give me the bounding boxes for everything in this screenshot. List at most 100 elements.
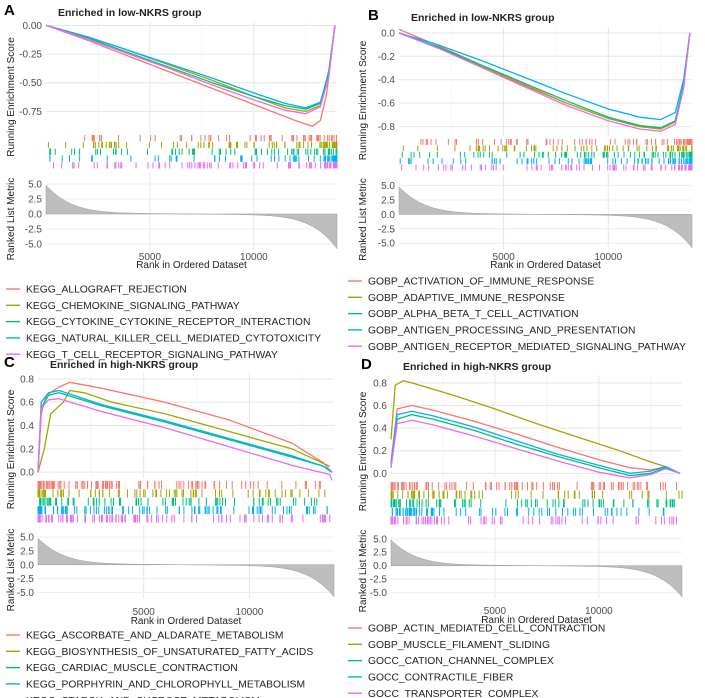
x-tick-label: 10000: [240, 252, 268, 263]
hit-row: [37, 514, 331, 523]
hit-row: [390, 516, 677, 525]
ranked-metric-area: [398, 186, 693, 249]
es-tick-label: 0.8: [20, 374, 34, 385]
panel-letter: D: [361, 356, 372, 373]
ranked-metric-area: [45, 184, 338, 250]
metric-tick-label: 0.0: [381, 210, 395, 221]
legend-label: KEGG_STARCH_AND_SUCROSE_METABOLISM: [26, 696, 260, 698]
metric-axis-title: Ranked List Metric: [358, 530, 369, 613]
es-tick-label: 0.2: [373, 446, 387, 457]
es-series-line: [390, 419, 681, 479]
panel-c: C Enriched in high-NKRS group 0.8 0.6 0.4 0.2…: [4, 354, 335, 698]
metric-tick-label: -5.0: [378, 239, 396, 250]
metric-tick-label: -2.5: [378, 224, 396, 235]
hit-row: [401, 151, 693, 158]
x-axis-title: Rank in Ordered Dataset: [131, 616, 242, 627]
es-series-line: [37, 398, 333, 481]
metric-tick-label: -2.5: [17, 574, 35, 585]
x-tick-label: 5000: [484, 606, 507, 617]
es-tick-label: -0.2: [378, 52, 396, 63]
metric-tick-label: -5.0: [17, 588, 35, 599]
legend-label: KEGG_CHEMOKINE_SIGNALING_PATHWAY: [26, 301, 240, 312]
ranked-metric-area: [37, 537, 335, 598]
metric-tick-label: 0.0: [20, 560, 34, 571]
metric-tick-label: 2.5: [20, 546, 34, 557]
metric-tick-label: 5.0: [28, 180, 42, 191]
legend-label: GOBP_ANTIGEN_PROCESSING_AND_PRESENTATION: [368, 326, 635, 337]
hit-row: [47, 141, 338, 149]
legend-label: KEGG_CYTOKINE_CYTOKINE_RECEPTOR_INTERACT…: [26, 317, 310, 328]
metric-tick-label: 2.5: [28, 195, 42, 206]
es-series-line: [390, 410, 681, 474]
panel-title: Enriched in high-NKRS group: [50, 359, 198, 371]
es-tick-label: 0.2: [20, 444, 34, 455]
es-tick-label: 0.6: [373, 401, 387, 412]
es-series-line: [45, 24, 336, 115]
es-tick-label: 0.4: [20, 421, 34, 432]
hit-row: [391, 507, 665, 516]
hit-row: [401, 164, 693, 171]
x-tick-label: 10000: [236, 607, 264, 618]
es-series-line: [37, 389, 333, 473]
panel-title: Enriched in low-NKRS group: [411, 12, 555, 24]
hit-row: [49, 148, 338, 155]
x-axis-title: Rank in Ordered Dataset: [136, 260, 247, 271]
x-tick-label: 5000: [493, 252, 516, 263]
es-tick-label: -0.8: [378, 122, 396, 133]
metric-tick-label: 5.0: [381, 181, 395, 192]
metric-axis-title: Ranked List Metric: [358, 178, 369, 261]
panel-letter: B: [368, 7, 379, 24]
panel-letter: A: [4, 2, 15, 19]
es-axis-title: Running Enrichment Score: [358, 391, 369, 511]
hit-row: [37, 489, 326, 498]
legend-label: KEGG_NATURAL_KILLER_CELL_MEDIATED_CYTOTO…: [26, 334, 321, 345]
metric-tick-label: 5.0: [20, 533, 34, 544]
x-axis-title: Rank in Ordered Dataset: [490, 260, 601, 271]
metric-tick-label: 2.5: [373, 548, 387, 559]
legend-label: KEGG_BIOSYNTHESIS_OF_UNSATURATED_FATTY_A…: [26, 647, 313, 658]
es-series-line: [45, 24, 336, 109]
es-tick-label: 0.0: [20, 468, 34, 479]
metric-tick-label: -5.0: [25, 240, 43, 251]
es-tick-label: -0.25: [19, 50, 42, 61]
metric-tick-label: 5.0: [373, 534, 387, 545]
metric-tick-label: -2.5: [370, 575, 388, 586]
x-axis-title: Rank in Ordered Dataset: [481, 615, 592, 626]
hit-row: [39, 497, 318, 506]
es-tick-label: -0.75: [19, 107, 42, 118]
metric-tick-label: 0.0: [28, 210, 42, 221]
es-tick-label: -0.50: [19, 78, 42, 89]
x-tick-label: 10000: [594, 252, 622, 263]
legend-label: GOCC_CATION_CHANNEL_COMPLEX: [368, 656, 554, 667]
legend-label: KEGG_T_CELL_RECEPTOR_SIGNALING_PATHWAY: [26, 350, 278, 361]
hit-row: [37, 506, 328, 515]
hit-row: [390, 490, 683, 499]
es-series-line: [45, 24, 336, 127]
es-axis-title: Running Enrichment Score: [6, 389, 17, 509]
x-tick-label: 10000: [585, 606, 613, 617]
hit-row: [390, 499, 675, 508]
legend-label: KEGG_ASCORBATE_AND_ALDARATE_METABOLISM: [26, 631, 284, 642]
panel-d: D Enriched in high-NKRS group 0.8 0.6 0.4 0.2…: [348, 356, 683, 698]
es-tick-label: 0.00: [23, 21, 43, 32]
panel-a: A Enriched in low-NKRS group 0.00 -0.25 -0.5…: [4, 2, 338, 361]
es-series-line: [398, 32, 691, 121]
legend-label: GOBP_ACTIVATION_OF_IMMUNE_RESPONSE: [368, 277, 594, 288]
es-axis-title: Running Enrichment Score: [6, 37, 17, 157]
hit-row: [420, 139, 693, 145]
hit-row: [390, 482, 678, 491]
es-series-line: [390, 380, 681, 474]
es-tick-label: -0.6: [378, 99, 396, 110]
es-axis-title: Running Enrichment Score: [358, 40, 369, 160]
metric-tick-label: 2.5: [381, 195, 395, 206]
ranked-metric-area: [390, 539, 683, 598]
panel-letter: C: [4, 354, 15, 371]
hit-row: [49, 155, 338, 162]
es-series-line: [390, 404, 681, 474]
es-tick-label: -0.4: [378, 75, 396, 86]
legend-label: GOBP_MUSCLE_FILAMENT_SLIDING: [368, 640, 550, 651]
legend-label: GOBP_ACTIN_MEDIATED_CELL_CONTRACTION: [368, 624, 605, 635]
panel-title: Enriched in low-NKRS group: [58, 7, 202, 19]
metric-axis-title: Ranked List Metric: [6, 529, 17, 612]
